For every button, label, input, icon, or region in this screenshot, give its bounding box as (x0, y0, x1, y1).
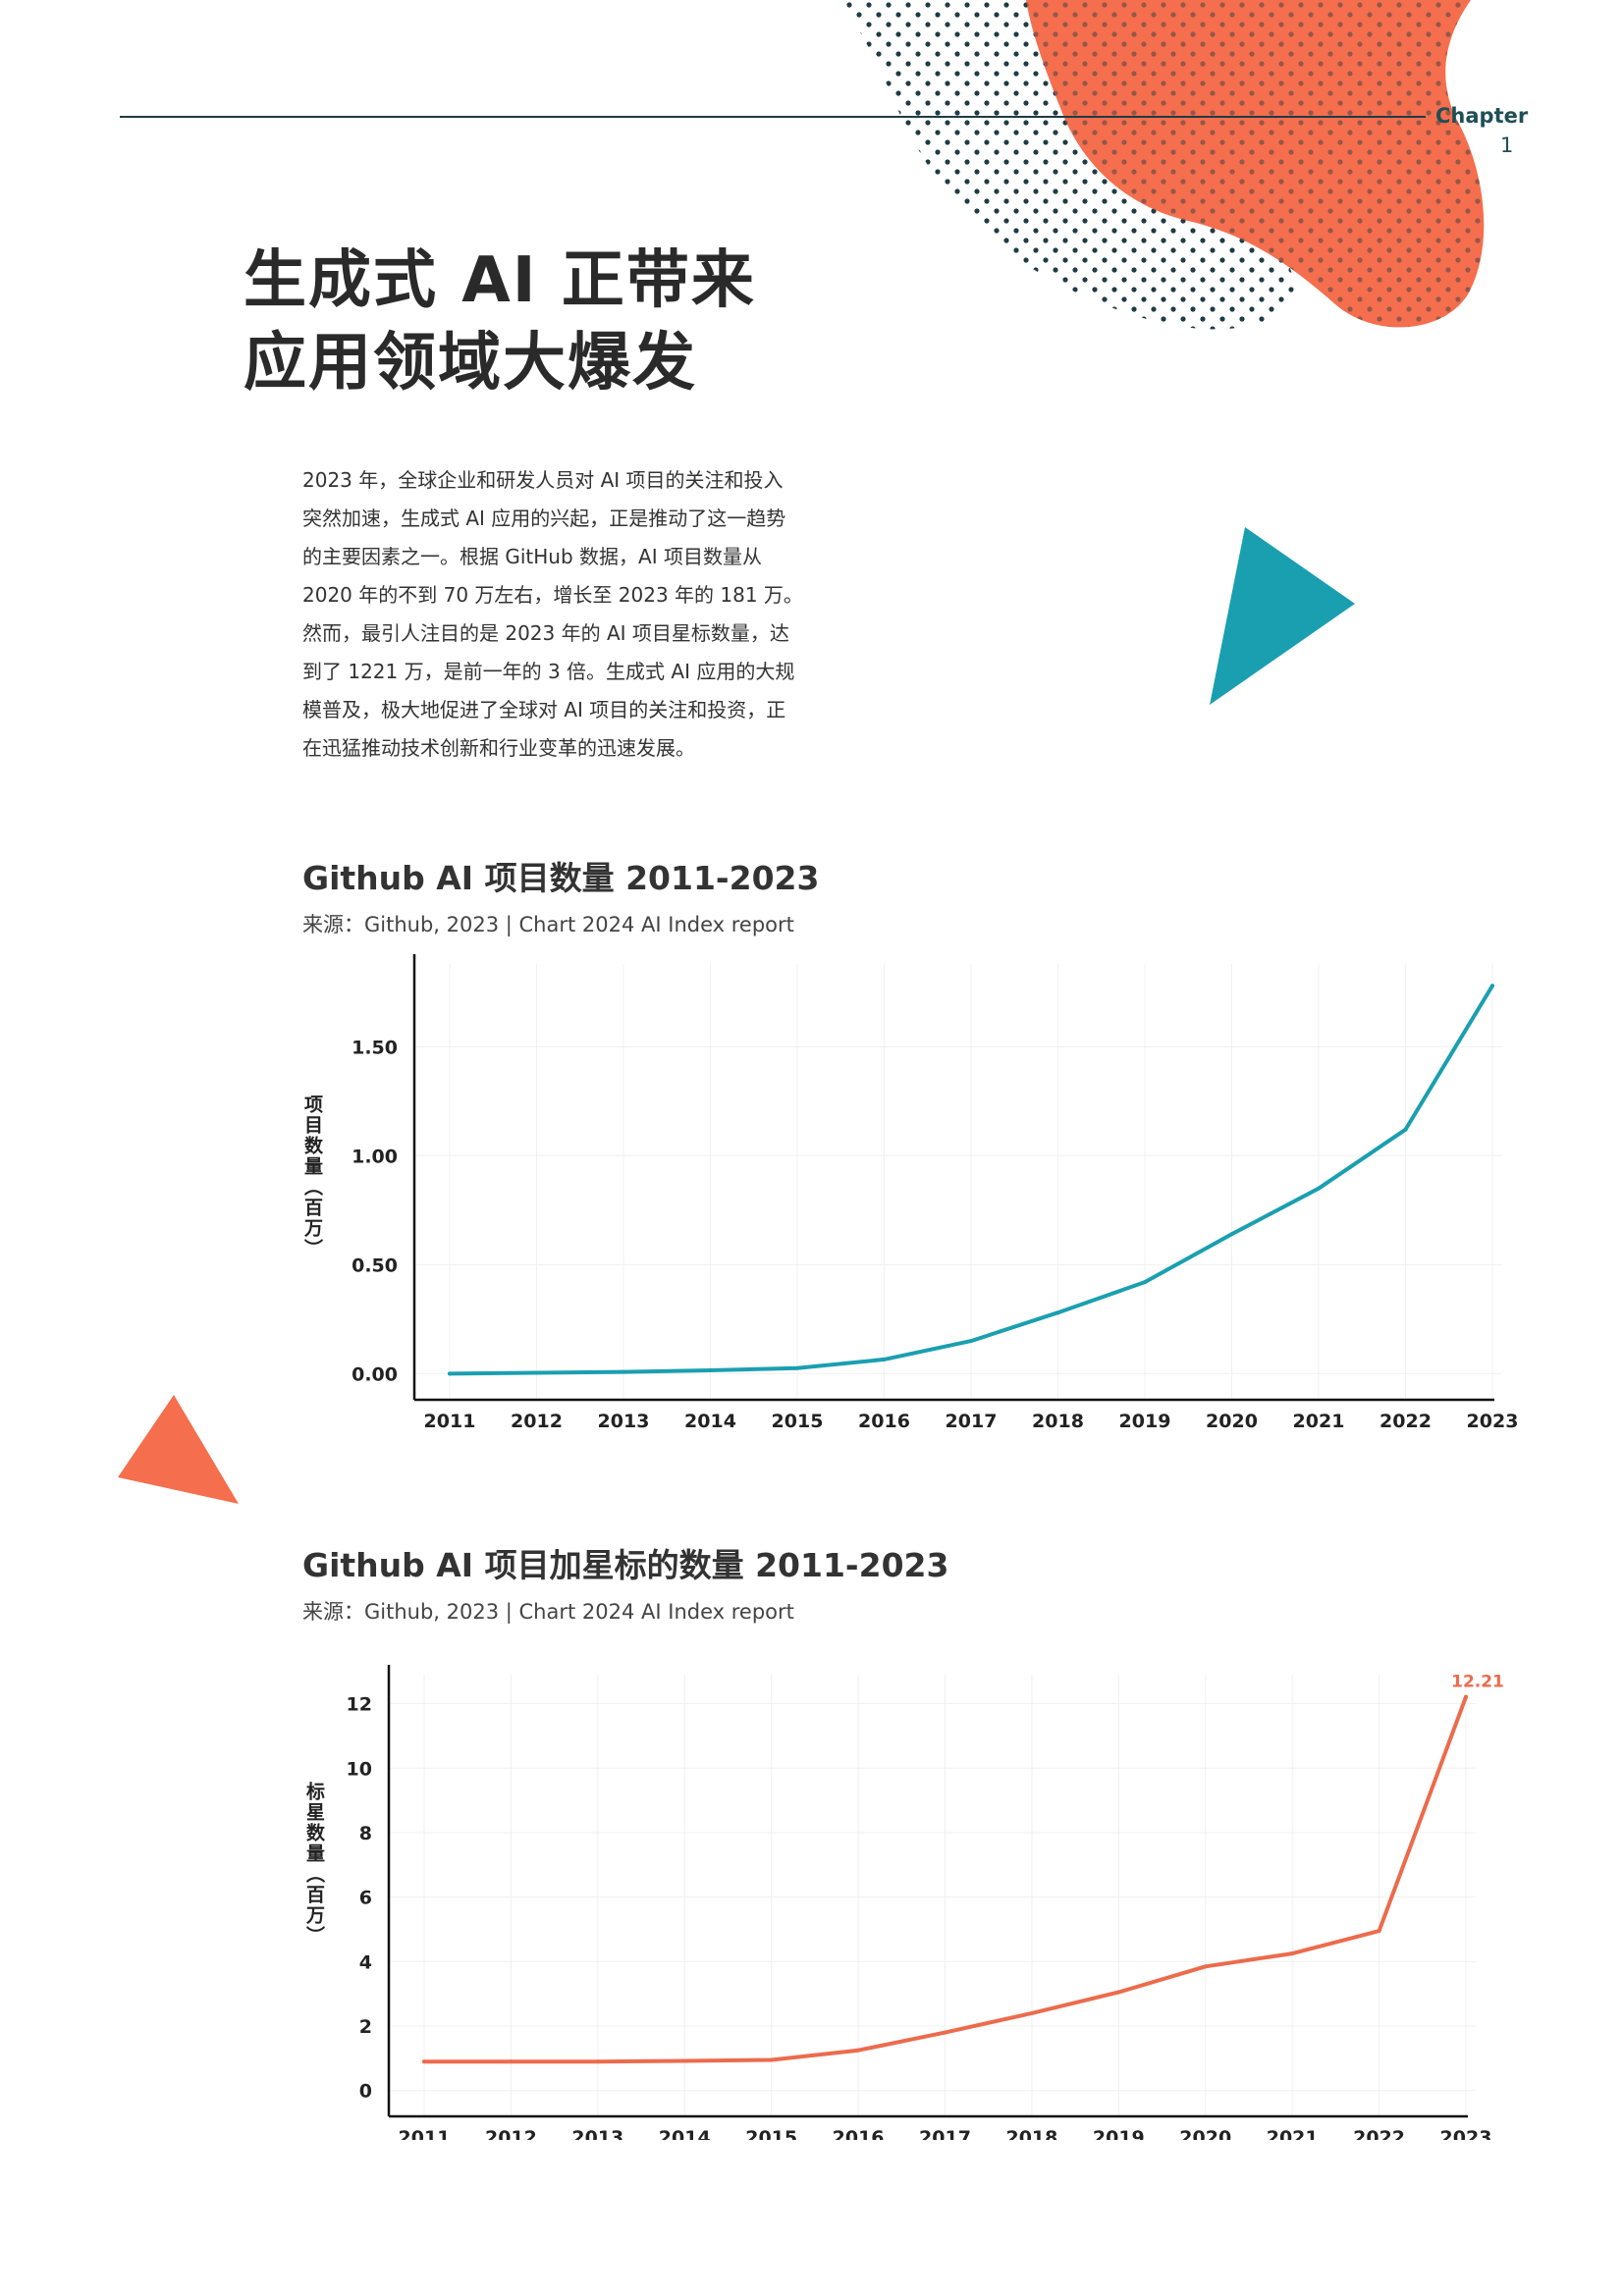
chart1-xtick-label: 2018 (1032, 1411, 1084, 1432)
chart2-xtick-label: 2019 (1093, 2127, 1145, 2140)
intro-line: 2020 年的不到 70 万左右，增长至 2023 年的 181 万。 (302, 583, 803, 607)
chart2-data-point (1203, 1964, 1208, 1969)
intro-line: 模普及，极大地促进了全球对 AI 项目的关注和投资，正 (302, 698, 786, 721)
chart1-ytick-label: 0.00 (352, 1363, 398, 1385)
intro-line: 的主要因素之一。根据 GitHub 数据，AI 项目数量从 (302, 545, 762, 568)
chart2-ytick-label: 4 (359, 1951, 372, 1973)
chart2-source: 来源：Github, 2023 | Chart 2024 AI Index re… (302, 1600, 794, 1624)
chart2-xtick-label: 2022 (1353, 2127, 1405, 2140)
chart2-data-point (509, 2059, 514, 2064)
chart2-title: Github AI 项目加星标的数量 2011-2023 (302, 1546, 949, 1584)
chart2-xtick-label: 2013 (571, 2127, 623, 2140)
chart2-xtick-label: 2021 (1267, 2127, 1319, 2140)
chart2-ytick-label: 6 (359, 1888, 372, 1909)
intro-line: 在迅猛推动技术创新和行业变革的迅速发展。 (302, 736, 695, 760)
chart1-data-point (622, 1369, 625, 1374)
chart2-xtick-label: 2016 (833, 2127, 885, 2140)
chart2-data-point (856, 2048, 861, 2053)
intro-line: 2023 年，全球企业和研发人员对 AI 项目的关注和投入 (302, 468, 784, 492)
chart1-data-point (882, 1357, 887, 1362)
chart1-data-point (1317, 1186, 1321, 1191)
chart2-xtick-label: 2018 (1005, 2127, 1057, 2140)
chart1-ytick-label: 1.00 (352, 1146, 398, 1167)
chart1-xtick-label: 2014 (684, 1411, 736, 1432)
teal-triangle-shape (1210, 527, 1355, 705)
chart2-data-point (595, 2059, 600, 2064)
chart1-source: 来源：Github, 2023 | Chart 2024 AI Index re… (302, 913, 794, 936)
chart1-data-point (1143, 1280, 1147, 1285)
chart2-data-point (682, 2058, 687, 2063)
chart1-data-point (534, 1370, 539, 1375)
chart2-plot: 0 2 4 6 8 10 12 2011 2012 2013 2014 2015 2016 2017 201… (303, 1665, 1504, 2140)
chart1-xtick-label: 2023 (1467, 1411, 1519, 1432)
chart1-ylabel: 项目数量（百万） (301, 1095, 324, 1259)
chart1-data-point (795, 1365, 799, 1370)
chart2-data-point (422, 2059, 426, 2064)
chart1-plot: 0.00 0.50 1.00 1.50 2011 2012 2013 2014 2015 2016… (301, 954, 1519, 1432)
chart1-xtick-label: 2019 (1119, 1411, 1171, 1432)
chart2-xtick-label: 2015 (745, 2127, 797, 2140)
chart1-xtick-label: 2016 (858, 1411, 910, 1432)
chart2-data-point (943, 2030, 947, 2035)
chart1-xtick-label: 2020 (1206, 1411, 1258, 1432)
chart2-xtick-label: 2012 (485, 2127, 537, 2140)
chart1-data-point (1490, 984, 1494, 988)
chart2-data-point (1029, 2010, 1034, 2015)
chart1-data-point (448, 1371, 452, 1376)
intro-paragraph: 2023 年，全球企业和研发人员对 AI 项目的关注和投入 突然加速，生成式 A… (302, 461, 862, 768)
chart1-xtick-label: 2022 (1380, 1411, 1432, 1432)
chart2-data-point (1290, 1951, 1295, 1956)
chart1-xtick-label: 2021 (1293, 1411, 1345, 1432)
chart2-data-label: 12.21 (1451, 1673, 1504, 1692)
chart1-xtick-label: 2017 (946, 1411, 998, 1432)
chart2-xtick-label: 2020 (1179, 2127, 1231, 2140)
page-title-line1: 生成式 AI 正带来 (243, 244, 756, 317)
chapter-number: 1 (1500, 133, 1514, 157)
chart1-xtick-label: 2015 (772, 1411, 824, 1432)
chart2-data-point (1464, 1694, 1468, 1699)
chart1-data-point (1055, 1310, 1060, 1315)
chart2-xtick-label: 2011 (399, 2127, 451, 2140)
chart1-data-point (1403, 1127, 1408, 1132)
intro-line: 到了 1221 万，是前一年的 3 倍。生成式 AI 应用的大规 (302, 660, 795, 683)
chart2-xtick-label: 2017 (919, 2127, 971, 2140)
chart2-ytick-label: 12 (347, 1694, 372, 1716)
chart1-title: Github AI 项目数量 2011-2023 (302, 859, 820, 897)
chart1-xtick-label: 2012 (511, 1411, 563, 1432)
dotted-blob-shape (842, 0, 1294, 330)
chart1-ytick-label: 1.50 (352, 1037, 398, 1058)
header-rule (120, 116, 1426, 118)
chart1-data-point (1229, 1232, 1234, 1237)
chart1-data-point (969, 1339, 973, 1344)
intro-line: 突然加速，生成式 AI 应用的兴起，正是推动了这一趋势 (302, 507, 786, 530)
chart2-ytick-label: 8 (359, 1823, 372, 1844)
chart1-ytick-label: 0.50 (352, 1255, 398, 1276)
chart2-ytick-label: 10 (347, 1758, 372, 1780)
chart1-data-point (708, 1368, 713, 1373)
chart2-ytick-label: 2 (359, 2016, 372, 2038)
chart2-data-point (1377, 1929, 1381, 1934)
chart2-xtick-label: 2023 (1440, 2127, 1492, 2140)
intro-line: 然而，最引人注目的是 2023 年的 AI 项目星标数量，达 (302, 621, 789, 645)
page-title-line2: 应用领域大爆发 (243, 327, 697, 400)
chart2-ylabel: 标星数量（百万） (303, 1782, 326, 1947)
chart2-xtick-label: 2014 (659, 2127, 711, 2140)
chart2-data-point (769, 2057, 774, 2062)
chart1-xtick-label: 2013 (598, 1411, 650, 1432)
chart1-xtick-label: 2011 (424, 1411, 476, 1432)
coral-triangle-shape (118, 1395, 239, 1504)
chapter-label: Chapter (1435, 104, 1529, 128)
chart2-data-point (1116, 1990, 1121, 1995)
dotted-overlay-shape (1026, 0, 1485, 328)
chart2-ytick-label: 0 (359, 2081, 372, 2103)
